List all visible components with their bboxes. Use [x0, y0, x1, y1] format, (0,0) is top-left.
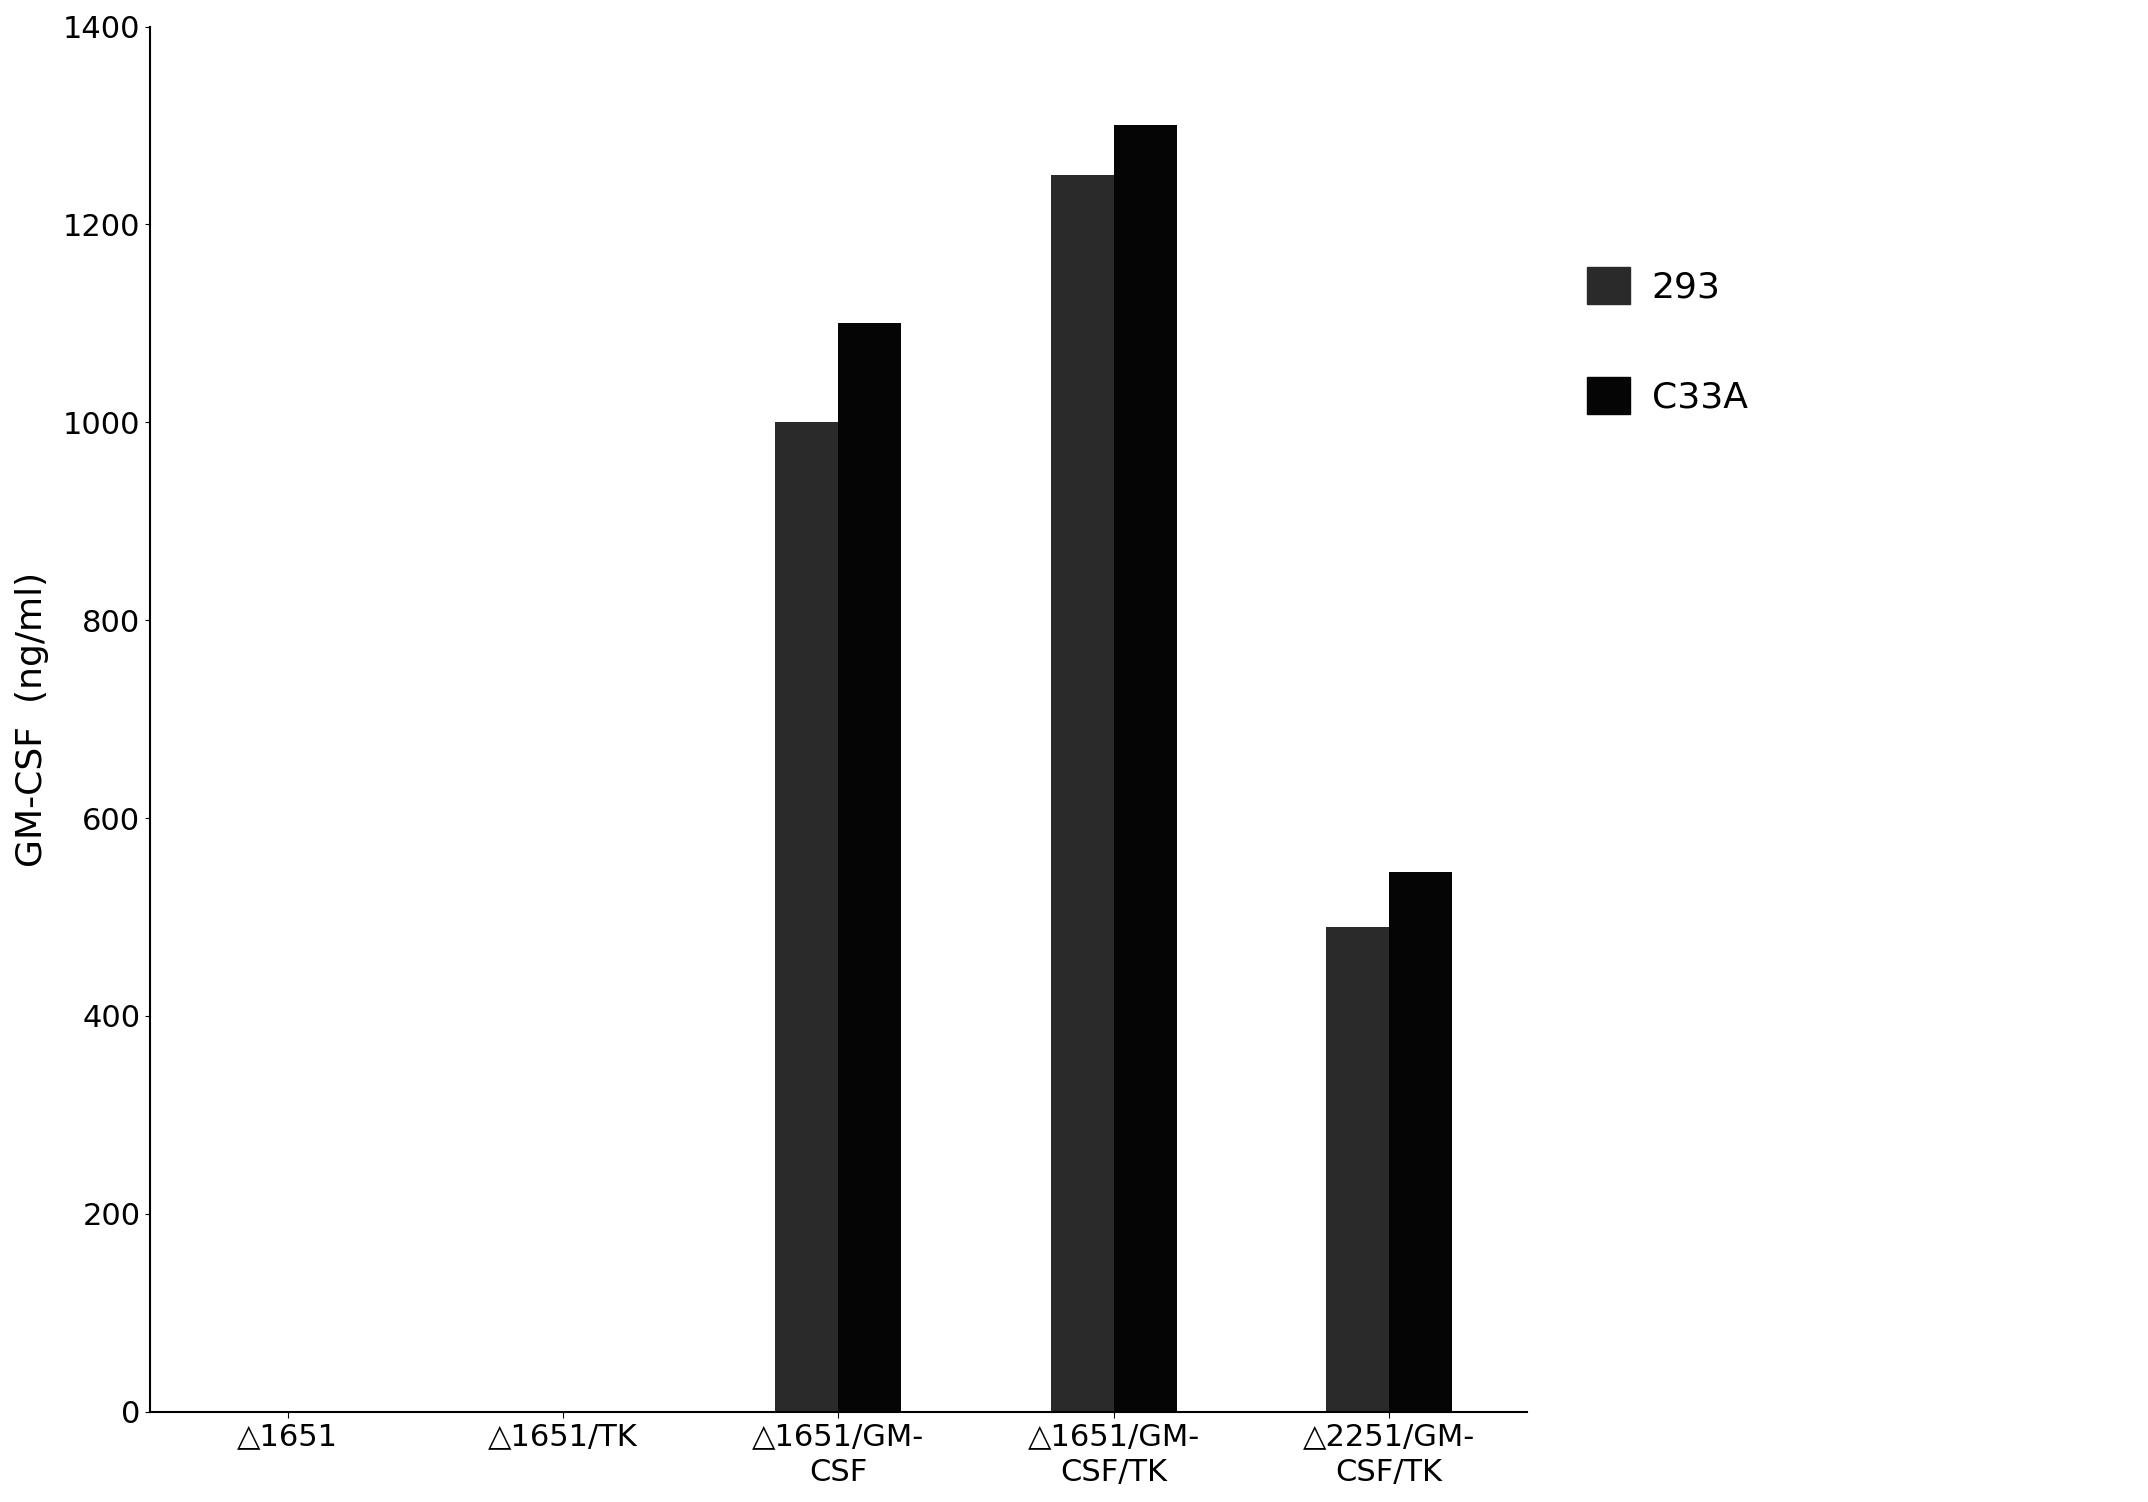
Y-axis label: GM-CSF  (ng/ml): GM-CSF (ng/ml) [15, 572, 49, 867]
Bar [1050, 174, 1113, 1412]
Bar [1390, 873, 1452, 1412]
Bar [1325, 927, 1390, 1412]
Legend: 293, C33A: 293, C33A [1572, 252, 1761, 430]
Bar [1113, 126, 1177, 1412]
Bar [775, 422, 838, 1412]
Bar [838, 323, 902, 1412]
